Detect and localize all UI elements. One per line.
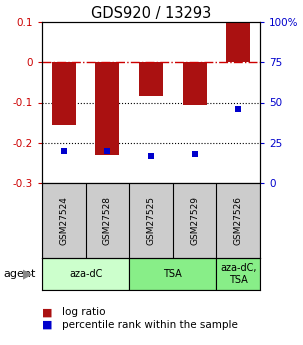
Bar — [95, 62, 119, 155]
Point — [236, 106, 241, 112]
Bar — [52, 62, 76, 125]
Bar — [183, 62, 207, 105]
Text: aza-dC,
TSA: aza-dC, TSA — [220, 263, 256, 285]
Bar — [216, 258, 260, 290]
Text: ■: ■ — [42, 307, 52, 317]
Bar — [129, 258, 216, 290]
Bar — [42, 258, 129, 290]
Text: agent: agent — [3, 269, 35, 279]
Text: GSM27529: GSM27529 — [190, 196, 199, 245]
Text: log ratio: log ratio — [62, 307, 105, 317]
Text: GSM27526: GSM27526 — [234, 196, 243, 245]
Text: GSM27524: GSM27524 — [59, 196, 68, 245]
Text: GSM27528: GSM27528 — [103, 196, 112, 245]
Point — [148, 153, 153, 158]
Text: ■: ■ — [42, 319, 52, 329]
Title: GDS920 / 13293: GDS920 / 13293 — [91, 6, 211, 21]
Text: percentile rank within the sample: percentile rank within the sample — [62, 319, 238, 329]
Text: aza-dC: aza-dC — [69, 269, 102, 279]
Text: ▶: ▶ — [23, 267, 32, 280]
Text: TSA: TSA — [163, 269, 182, 279]
Point — [62, 148, 66, 154]
Point — [105, 148, 110, 154]
Text: GSM27525: GSM27525 — [146, 196, 155, 245]
Bar — [139, 62, 163, 97]
Bar — [226, 22, 250, 62]
Point — [192, 151, 197, 157]
